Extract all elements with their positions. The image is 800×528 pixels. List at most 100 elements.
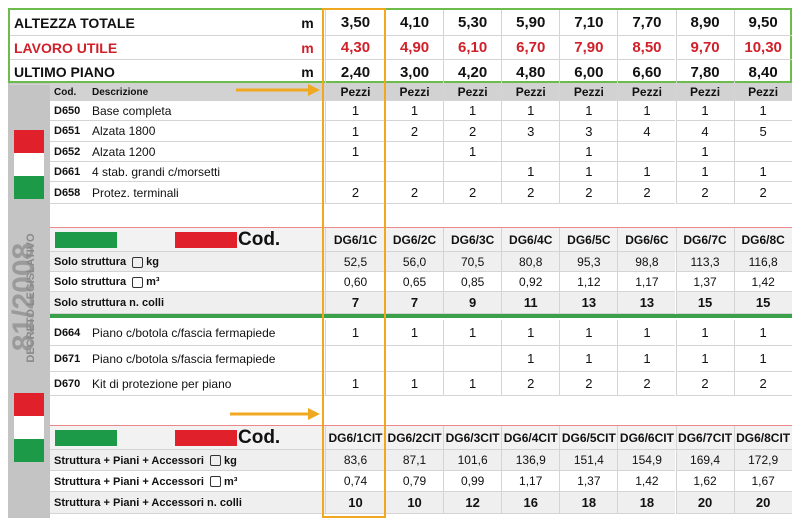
value-cell <box>443 346 502 372</box>
value-cell <box>443 162 502 182</box>
value-cell: 1 <box>617 346 676 372</box>
row-bg <box>50 492 325 514</box>
value-cell: 4 <box>617 121 676 142</box>
icon <box>132 276 144 288</box>
code-cell: D658 <box>50 182 88 204</box>
value-cell: 7 <box>385 292 444 314</box>
value-cell: DG6/3C <box>443 228 502 252</box>
value-cell: 7,10 <box>559 10 618 36</box>
value-cell: 2 <box>559 372 618 396</box>
value-cell: 6,60 <box>617 60 676 85</box>
value-cell: 2 <box>385 182 444 204</box>
sidebar-caption: DECRETO LEGISLATIVO <box>25 233 37 363</box>
value-cell: 20 <box>733 492 792 514</box>
code-cell: D652 <box>50 142 88 162</box>
unit-text: kg <box>146 256 159 268</box>
label-text: Struttura + Piani + Accessori <box>54 454 204 467</box>
row-bg <box>50 450 325 471</box>
value-cell: 98,8 <box>617 252 676 272</box>
code-cell: D661 <box>50 162 88 182</box>
desc-cell: Piano c/botola c/fascia fermapiede <box>88 320 325 346</box>
value-cell: DG6/7CIT <box>675 426 734 450</box>
value-cell: 2 <box>501 372 560 396</box>
code-cell: D651 <box>50 121 88 142</box>
value-cell: 1 <box>617 162 676 182</box>
desc-cell: Kit di protezione per piano <box>88 372 325 396</box>
value-cell: 1,67 <box>733 471 792 492</box>
value-cell: DG6/2C <box>385 228 444 252</box>
value-cell: 20 <box>675 492 734 514</box>
value-cell: 1 <box>733 101 792 121</box>
label-text: Solo struttura <box>54 276 127 288</box>
value-cell: 4,30 <box>325 36 385 60</box>
value-cell: DG6/1C <box>325 228 385 252</box>
value-cell: 0,74 <box>325 471 385 492</box>
highlight-box <box>322 8 386 518</box>
row-bg <box>50 272 325 292</box>
value-cell: DG6/8C <box>733 228 792 252</box>
value-cell: 1 <box>617 101 676 121</box>
value-cell: 1,37 <box>675 272 734 292</box>
value-cell: 12 <box>443 492 502 514</box>
value-cell: 1 <box>325 142 385 162</box>
value-cell <box>617 142 676 162</box>
value-cell: 2 <box>617 372 676 396</box>
value-cell: 7,70 <box>617 10 676 36</box>
code-cell: D664 <box>50 320 88 346</box>
value-cell <box>325 162 385 182</box>
value-cell: Pezzi <box>325 83 385 101</box>
value-cell: DG6/8CIT <box>733 426 792 450</box>
value-cell: DG6/6C <box>617 228 676 252</box>
value-cell: 10 <box>325 492 385 514</box>
code-cell: D650 <box>50 101 88 121</box>
value-cell: DG6/4CIT <box>501 426 560 450</box>
value-cell: 2 <box>501 182 560 204</box>
value-cell: 70,5 <box>443 252 502 272</box>
value-cell: 154,9 <box>617 450 676 471</box>
value-cell: DG6/3CIT <box>443 426 502 450</box>
flag-white <box>14 416 44 439</box>
value-cell: 1 <box>675 142 734 162</box>
value-cell: Pezzi <box>675 83 734 101</box>
value-cell: 116,8 <box>733 252 792 272</box>
value-cell: Pezzi <box>733 83 792 101</box>
value-cell: 5,30 <box>443 10 502 36</box>
value-cell: 1 <box>325 372 385 396</box>
code-cell: D671 <box>50 346 88 372</box>
value-cell: 1 <box>675 101 734 121</box>
value-cell: 2 <box>733 182 792 204</box>
value-cell: 1,42 <box>617 471 676 492</box>
green-divider <box>50 314 792 318</box>
label-text: Struttura + Piani + Accessori <box>54 475 204 488</box>
value-cell: 3,50 <box>325 10 385 36</box>
unit-text: m³ <box>146 276 160 288</box>
flag-red <box>14 393 44 416</box>
value-cell: 3,00 <box>385 60 444 85</box>
row-bg <box>50 252 325 272</box>
value-cell: DG6/4C <box>501 228 560 252</box>
value-cell: 113,3 <box>675 252 734 272</box>
value-cell: 1 <box>325 101 385 121</box>
value-cell: 15 <box>733 292 792 314</box>
value-cell: 1 <box>501 162 560 182</box>
value-cell: Pezzi <box>443 83 502 101</box>
value-cell: 8,40 <box>733 60 792 85</box>
value-cell: 1 <box>443 101 502 121</box>
value-cell: 1 <box>325 121 385 142</box>
value-cell: 13 <box>559 292 618 314</box>
spacer-row <box>50 396 792 426</box>
value-cell: 2 <box>617 182 676 204</box>
value-cell: 18 <box>617 492 676 514</box>
value-cell: 0,79 <box>385 471 444 492</box>
value-cell: 1 <box>385 101 444 121</box>
green-swatch <box>55 232 117 248</box>
unit: m <box>290 36 325 60</box>
spacer-row <box>50 204 792 228</box>
value-cell <box>385 142 444 162</box>
value-cell: 2 <box>559 182 618 204</box>
value-cell: 1 <box>559 346 618 372</box>
value-cell: 2 <box>675 372 734 396</box>
value-cell: 6,10 <box>443 36 502 60</box>
value-cell: 13 <box>617 292 676 314</box>
weight-label: Struttura + Piani + Accessori m³ <box>50 471 290 492</box>
